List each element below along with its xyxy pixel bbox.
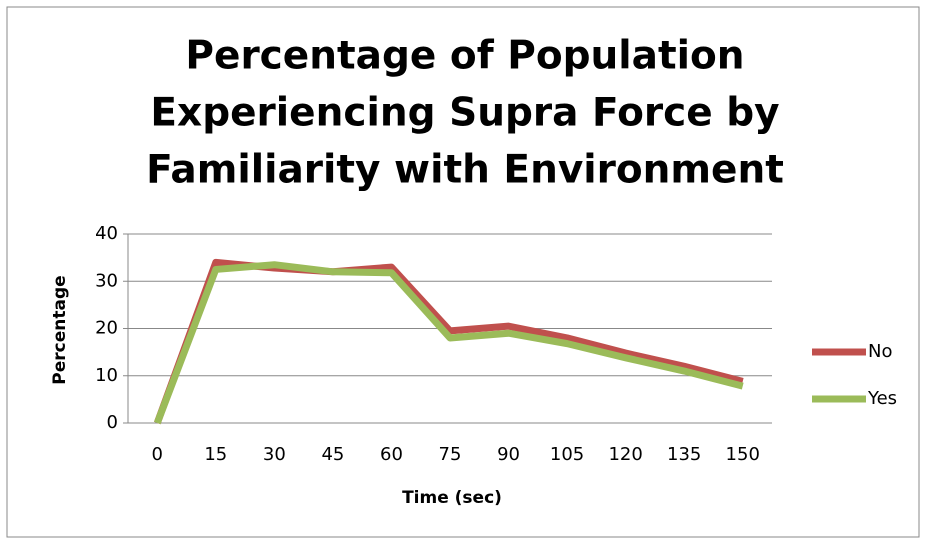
chart-title: Experiencing Supra Force by (150, 91, 779, 136)
legend-label: No (868, 341, 892, 362)
x-tick-label: 90 (497, 444, 520, 465)
x-tick-label: 45 (321, 444, 344, 465)
x-tick-label: 105 (550, 444, 584, 465)
y-tick-label: 40 (95, 223, 118, 244)
x-tick-label: 0 (152, 444, 163, 465)
y-axis-title: Percentage (50, 275, 70, 384)
legend-label: Yes (867, 388, 897, 409)
y-tick-label: 10 (95, 365, 118, 386)
x-axis-title: Time (sec) (402, 488, 502, 508)
y-tick-label: 30 (95, 270, 118, 291)
chart-border (6, 6, 920, 538)
y-tick-label: 0 (107, 412, 118, 433)
y-tick-label: 20 (95, 318, 118, 339)
x-tick-label: 75 (439, 444, 462, 465)
x-tick-label: 60 (380, 444, 403, 465)
chart-title: Familiarity with Environment (146, 148, 784, 193)
x-tick-label: 15 (204, 444, 227, 465)
x-tick-label: 135 (667, 444, 701, 465)
series-line (154, 261, 744, 425)
chart-title: Percentage of Population (185, 34, 744, 79)
x-tick-label: 150 (726, 444, 760, 465)
x-tick-label: 30 (263, 444, 286, 465)
x-tick-label: 120 (608, 444, 642, 465)
